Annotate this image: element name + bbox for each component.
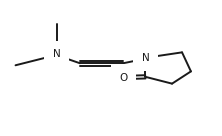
Text: N: N [53, 49, 60, 59]
Text: N: N [142, 53, 149, 63]
Text: O: O [119, 72, 127, 83]
